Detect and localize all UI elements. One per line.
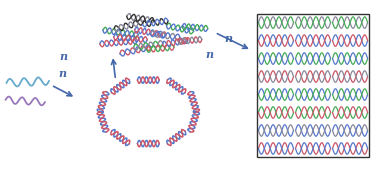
Bar	[257, 14, 369, 158]
Text: n: n	[225, 33, 233, 44]
Text: n: n	[58, 68, 66, 79]
Text: n: n	[206, 49, 214, 60]
Text: n: n	[59, 51, 67, 62]
